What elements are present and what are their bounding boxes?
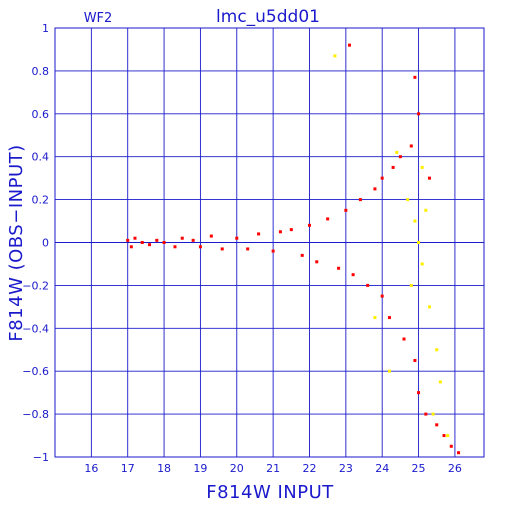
y-tick-label: 1	[42, 22, 49, 35]
data-point	[126, 238, 130, 242]
x-axis-label: F814W INPUT	[206, 482, 334, 503]
data-point	[337, 266, 341, 270]
y-tick-label: 0.2	[32, 194, 50, 207]
data-point	[129, 245, 133, 249]
data-point	[413, 75, 417, 79]
data-point	[457, 451, 461, 455]
x-tick-label: 21	[266, 462, 280, 475]
data-point	[344, 208, 348, 212]
data-point	[173, 245, 177, 249]
data-point	[427, 305, 431, 309]
x-tick-label: 24	[375, 462, 389, 475]
data-point	[424, 208, 428, 212]
data-point	[431, 412, 435, 416]
x-tick-label: 22	[302, 462, 316, 475]
data-point	[417, 391, 421, 395]
data-point	[246, 247, 250, 251]
x-tick-labels: 16 17 18 19 20 21 22 23 24 25 26	[84, 462, 462, 475]
x-tick-label: 20	[230, 462, 244, 475]
data-point	[435, 423, 439, 427]
data-point	[289, 228, 293, 232]
data-point	[406, 198, 410, 202]
data-point	[442, 434, 446, 438]
data-point	[413, 358, 417, 362]
data-point	[373, 187, 377, 191]
data-point	[278, 230, 282, 234]
data-point	[424, 412, 428, 416]
x-tick-label: 23	[339, 462, 353, 475]
data-point	[140, 241, 144, 244]
data-point	[391, 165, 395, 169]
plot-frame	[54, 27, 485, 458]
data-point	[366, 283, 370, 287]
panel-label: WF2	[84, 11, 113, 26]
data-point	[235, 236, 239, 240]
data-point	[420, 165, 424, 169]
y-tick-label: 0.4	[32, 151, 50, 164]
data-point	[351, 273, 355, 277]
x-tick-label: 18	[157, 462, 171, 475]
data-point	[398, 155, 402, 159]
y-axis-label: F814W (OBS−INPUT)	[6, 144, 27, 341]
data-point	[198, 245, 202, 249]
data-point	[387, 316, 391, 320]
x-tick-label: 17	[121, 462, 135, 475]
data-point	[307, 223, 311, 227]
data-point	[315, 260, 319, 264]
y-tick-label: 0.8	[32, 65, 50, 78]
y-tick-labels: −1 −0.8 −0.6 −0.4 −0.2 0 0.2 0.4 0.6 0.8 1	[22, 22, 49, 464]
data-point	[420, 262, 424, 266]
y-tick-label: −0.4	[22, 322, 49, 335]
data-point	[347, 43, 351, 47]
data-point	[162, 241, 166, 244]
data-point	[333, 54, 337, 58]
data-point	[449, 444, 453, 448]
chart-title: lmc_u5dd01	[216, 7, 320, 27]
data-point	[326, 217, 330, 221]
data-point	[409, 283, 413, 287]
x-tick-label: 26	[448, 462, 462, 475]
data-point	[446, 434, 450, 438]
data-point	[373, 316, 377, 320]
data-point	[180, 236, 184, 240]
data-point	[148, 243, 152, 247]
data-point	[417, 112, 421, 116]
y-tick-label: 0.6	[32, 108, 50, 121]
x-tick-label: 25	[412, 462, 426, 475]
data-point	[133, 236, 137, 240]
data-point	[395, 150, 399, 154]
data-point	[209, 234, 213, 238]
y-tick-label: −0.8	[22, 408, 49, 421]
data-point	[257, 232, 261, 236]
data-point	[380, 294, 384, 298]
x-tick-label: 19	[193, 462, 207, 475]
data-point	[417, 241, 421, 244]
y-tick-label: −0.6	[22, 365, 49, 378]
data-point	[413, 219, 417, 223]
data-point	[155, 238, 159, 242]
data-point	[220, 247, 224, 251]
data-point	[300, 253, 304, 257]
data-points	[126, 43, 461, 455]
x-tick-label: 16	[84, 462, 98, 475]
y-tick-label: −1	[33, 451, 49, 464]
data-point	[435, 348, 439, 352]
data-point	[380, 176, 384, 180]
data-point	[271, 249, 275, 253]
data-point	[402, 337, 406, 341]
data-point	[191, 238, 195, 242]
data-point	[387, 369, 391, 373]
data-point	[427, 176, 431, 180]
data-point	[438, 380, 442, 384]
data-point	[358, 198, 362, 202]
y-tick-label: 0	[42, 237, 49, 250]
y-tick-label: −0.2	[22, 279, 49, 292]
data-point	[409, 144, 413, 148]
